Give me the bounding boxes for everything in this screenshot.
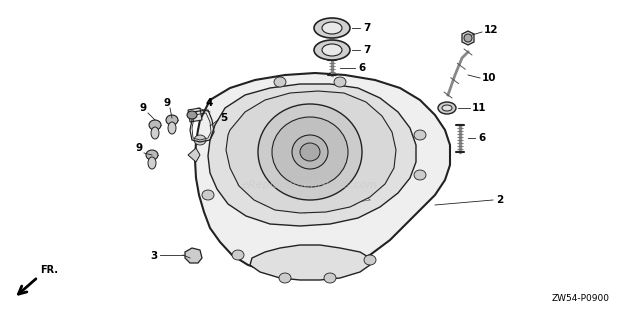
Text: 3: 3 bbox=[151, 251, 158, 261]
Ellipse shape bbox=[148, 157, 156, 169]
Ellipse shape bbox=[414, 130, 426, 140]
Ellipse shape bbox=[442, 105, 452, 111]
Ellipse shape bbox=[166, 115, 178, 125]
Ellipse shape bbox=[324, 273, 336, 283]
PathPatch shape bbox=[208, 84, 416, 226]
Text: 9: 9 bbox=[136, 143, 143, 153]
Text: 4: 4 bbox=[205, 98, 213, 108]
Ellipse shape bbox=[438, 102, 456, 114]
Ellipse shape bbox=[258, 104, 362, 200]
PathPatch shape bbox=[226, 91, 396, 213]
Ellipse shape bbox=[292, 135, 328, 169]
Ellipse shape bbox=[364, 255, 376, 265]
Text: 9: 9 bbox=[164, 98, 171, 108]
Text: 11: 11 bbox=[472, 103, 487, 113]
Ellipse shape bbox=[322, 44, 342, 56]
Text: 10: 10 bbox=[482, 73, 497, 83]
Text: 12: 12 bbox=[484, 25, 498, 35]
Ellipse shape bbox=[464, 34, 472, 42]
Ellipse shape bbox=[194, 135, 206, 145]
Ellipse shape bbox=[314, 40, 350, 60]
Ellipse shape bbox=[202, 190, 214, 200]
Text: 7: 7 bbox=[363, 23, 370, 33]
Ellipse shape bbox=[187, 111, 197, 119]
PathPatch shape bbox=[188, 108, 202, 122]
Ellipse shape bbox=[149, 120, 161, 130]
Ellipse shape bbox=[300, 143, 320, 161]
Ellipse shape bbox=[334, 77, 346, 87]
PathPatch shape bbox=[188, 148, 200, 162]
PathPatch shape bbox=[195, 73, 450, 274]
Ellipse shape bbox=[279, 273, 291, 283]
Text: 9: 9 bbox=[140, 103, 147, 113]
Ellipse shape bbox=[232, 250, 244, 260]
PathPatch shape bbox=[462, 31, 474, 45]
Ellipse shape bbox=[168, 122, 176, 134]
PathPatch shape bbox=[185, 248, 202, 263]
Text: 6: 6 bbox=[358, 63, 365, 73]
Text: eReplacementParts.com: eReplacementParts.com bbox=[242, 180, 378, 190]
Ellipse shape bbox=[146, 150, 158, 160]
Ellipse shape bbox=[151, 127, 159, 139]
Ellipse shape bbox=[272, 117, 348, 187]
Ellipse shape bbox=[274, 77, 286, 87]
Text: 7: 7 bbox=[363, 45, 370, 55]
Ellipse shape bbox=[314, 18, 350, 38]
Text: 6: 6 bbox=[478, 133, 485, 143]
Text: 5: 5 bbox=[220, 113, 228, 123]
Text: ZW54-P0900: ZW54-P0900 bbox=[552, 294, 610, 303]
Text: 2: 2 bbox=[496, 195, 503, 205]
PathPatch shape bbox=[250, 245, 370, 280]
Ellipse shape bbox=[322, 22, 342, 34]
Ellipse shape bbox=[414, 170, 426, 180]
Text: FR.: FR. bbox=[40, 265, 58, 275]
